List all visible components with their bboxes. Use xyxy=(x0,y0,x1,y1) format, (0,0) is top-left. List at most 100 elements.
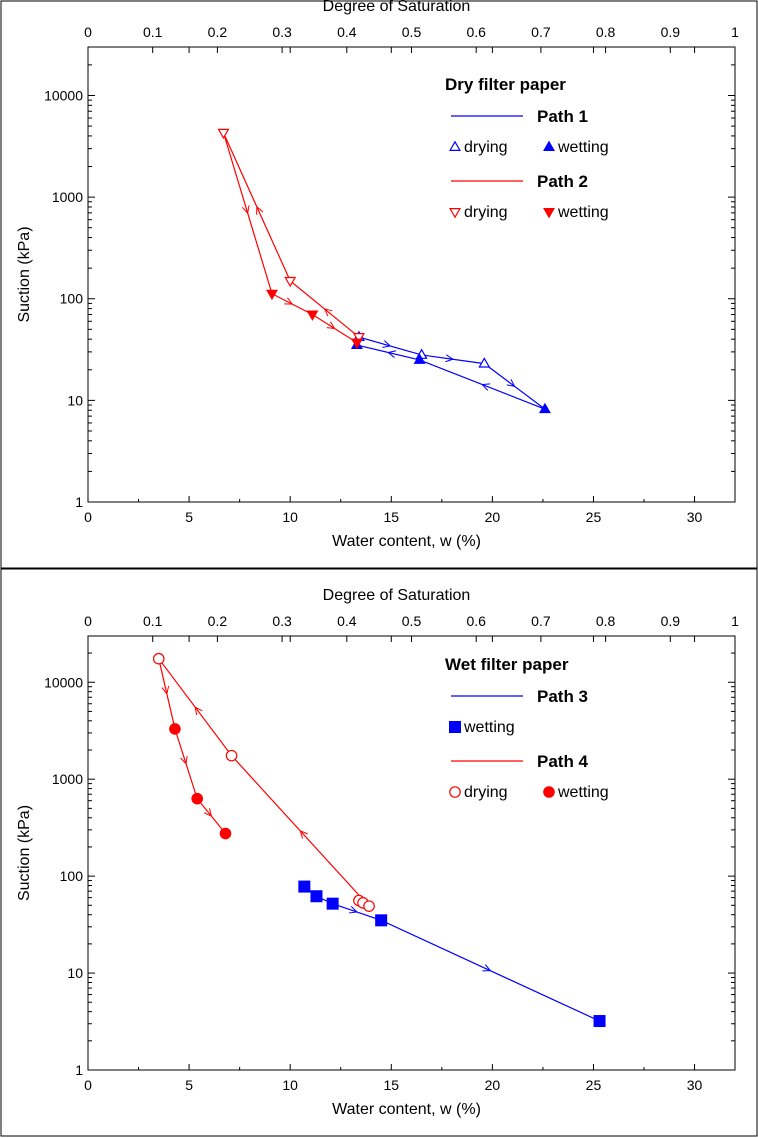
legend-symbol xyxy=(449,208,461,219)
direction-arrow xyxy=(180,755,188,765)
series-line-1 xyxy=(303,886,600,1022)
data-point xyxy=(413,353,426,364)
x2-tick-label: 0.4 xyxy=(337,24,357,40)
x2-axis-label: Degree of Saturation xyxy=(323,587,471,604)
y-tick-label: 100 xyxy=(60,291,84,307)
x-tick-label: 10 xyxy=(282,509,298,525)
x2-tick-label: 0.9 xyxy=(661,613,681,629)
data-point xyxy=(375,914,388,927)
data-point xyxy=(219,827,232,840)
legend-title: Wet filter paper xyxy=(445,655,569,674)
data-point xyxy=(225,749,238,762)
x2-axis-label: Degree of Saturation xyxy=(323,0,471,15)
x2-tick-label: 0.4 xyxy=(337,613,357,629)
x2-tick-label: 0.1 xyxy=(143,24,163,40)
panel-2-frame xyxy=(0,568,758,1137)
direction-arrow xyxy=(348,906,358,914)
x-tick-label: 0 xyxy=(84,509,92,525)
x-tick-label: 30 xyxy=(687,1077,703,1093)
data-point xyxy=(478,357,491,368)
data-point xyxy=(284,276,297,288)
legend-item-label: wetting xyxy=(463,719,515,736)
x-tick-label: 25 xyxy=(586,1077,602,1093)
direction-arrow xyxy=(203,808,213,817)
direction-arrow xyxy=(241,205,250,215)
data-point xyxy=(169,723,181,735)
x-tick-label: 20 xyxy=(485,509,501,525)
panel-1-frame xyxy=(0,0,758,569)
x-tick-label: 10 xyxy=(282,1077,298,1093)
data-point xyxy=(310,890,323,903)
x2-tick-label: 0.9 xyxy=(661,24,681,40)
x2-tick-label: 0.5 xyxy=(402,613,422,629)
x2-tick-label: 0.3 xyxy=(272,613,292,629)
plot-area xyxy=(87,46,736,503)
legend-item-label: drying xyxy=(464,139,508,156)
series-line-2 xyxy=(222,132,360,344)
direction-arrow xyxy=(284,297,294,305)
direction-arrow xyxy=(326,321,336,330)
x-tick-label: 5 xyxy=(185,509,193,525)
x2-tick-label: 0 xyxy=(84,24,92,40)
data-point xyxy=(266,289,278,301)
x-axis-label: Water content, w (%) xyxy=(332,533,481,550)
data-point xyxy=(352,333,365,344)
x2-tick-label: 0.8 xyxy=(596,613,616,629)
chart-wet-filter-paper: 0 5 10 15 20 25 30 Water content, w (%) 0 0.1 0.2 0… xyxy=(16,587,739,1118)
direction-arrow xyxy=(382,340,392,348)
direction-arrow xyxy=(194,706,203,716)
y-axis-label: Suction (kPa) xyxy=(16,805,33,901)
y-tick-label: 10000 xyxy=(44,87,83,103)
data-point xyxy=(326,897,339,910)
x2-tick-label: 0.1 xyxy=(143,613,163,629)
direction-arrow xyxy=(481,383,491,391)
x2-tick-label: 0.8 xyxy=(596,24,616,40)
direction-arrow xyxy=(161,685,170,695)
x2-tick-label: 0.2 xyxy=(208,24,228,40)
x2-tick-label: 0 xyxy=(84,613,92,629)
data-point xyxy=(593,1015,606,1028)
x-tick-label: 15 xyxy=(383,1077,399,1093)
y-tick-label: 10000 xyxy=(44,674,83,690)
y-tick-label: 10 xyxy=(67,392,83,408)
x2-tick-label: 1 xyxy=(731,24,739,40)
legend-symbol xyxy=(449,786,461,798)
legend-symbol xyxy=(543,786,555,798)
data-point xyxy=(152,652,165,665)
data-point xyxy=(363,900,375,912)
x-tick-label: 15 xyxy=(383,509,399,525)
legend-item-label: wetting xyxy=(557,784,609,801)
x-tick-label: 30 xyxy=(687,509,703,525)
x2-tick-label: 0.7 xyxy=(531,613,551,629)
data-point xyxy=(306,310,319,321)
x-tick-label: 20 xyxy=(485,1077,501,1093)
direction-arrow xyxy=(256,205,264,215)
x2-tick-label: 1 xyxy=(731,613,739,629)
legend-item-label: drying xyxy=(464,204,508,221)
legend-line-label: Path 2 xyxy=(537,172,588,191)
legend-item-label: wetting xyxy=(557,204,609,221)
direction-arrow xyxy=(506,379,516,388)
data-point xyxy=(298,880,311,893)
x2-tick-label: 0.6 xyxy=(466,613,486,629)
legend-line-label: Path 1 xyxy=(537,107,588,126)
legend-line-label: Path 3 xyxy=(537,687,588,706)
legend-item-label: wetting xyxy=(557,139,609,156)
y-tick-label: 100 xyxy=(60,868,84,884)
y-tick-label: 10 xyxy=(67,965,83,981)
y-tick-label: 1000 xyxy=(52,771,83,787)
y-tick-label: 1000 xyxy=(52,189,83,205)
x2-tick-label: 0.5 xyxy=(402,24,422,40)
x2-tick-label: 0.2 xyxy=(208,613,228,629)
y-axis-label: Suction (kPa) xyxy=(16,226,33,322)
x-tick-label: 25 xyxy=(586,509,602,525)
y-tick-label: 1 xyxy=(75,494,83,510)
data-point xyxy=(191,792,203,805)
direction-arrow xyxy=(445,354,455,363)
direction-arrow xyxy=(482,964,492,972)
x-tick-label: 0 xyxy=(84,1077,92,1093)
x2-tick-label: 0.6 xyxy=(466,24,486,40)
x2-tick-label: 0.7 xyxy=(531,24,551,40)
direction-arrow xyxy=(387,350,397,358)
